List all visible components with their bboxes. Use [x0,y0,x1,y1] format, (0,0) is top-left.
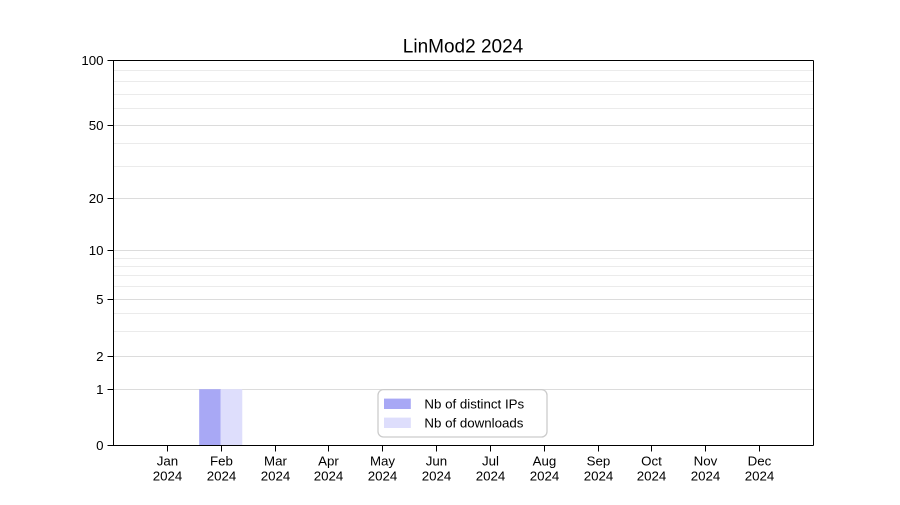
svg-text:Jul: Jul [482,454,499,469]
svg-text:Feb: Feb [210,454,233,469]
svg-text:2024: 2024 [422,469,452,484]
svg-text:50: 50 [89,118,104,133]
svg-text:2024: 2024 [745,469,775,484]
svg-text:2024: 2024 [207,469,237,484]
svg-text:10: 10 [89,243,104,258]
svg-text:2024: 2024 [314,469,344,484]
svg-text:Aug: Aug [533,454,557,469]
svg-text:2024: 2024 [153,469,183,484]
svg-text:2024: 2024 [584,469,614,484]
svg-text:Jan: Jan [157,454,178,469]
svg-text:100: 100 [81,53,103,68]
svg-text:Sep: Sep [587,454,611,469]
svg-text:5: 5 [96,292,103,307]
svg-text:2024: 2024 [637,469,667,484]
svg-text:Nb of downloads: Nb of downloads [424,415,523,430]
svg-text:Nb of distinct IPs: Nb of distinct IPs [424,396,524,411]
svg-text:Mar: Mar [264,454,287,469]
svg-text:2024: 2024 [691,469,721,484]
svg-text:Apr: Apr [318,454,339,469]
svg-text:Dec: Dec [748,454,772,469]
svg-text:2: 2 [96,349,103,364]
svg-text:Nov: Nov [694,454,718,469]
svg-text:2024: 2024 [476,469,506,484]
svg-text:0: 0 [96,438,103,453]
svg-text:May: May [370,454,395,469]
svg-text:LinMod2 2024: LinMod2 2024 [403,37,524,58]
svg-text:Jun: Jun [426,454,447,469]
svg-text:2024: 2024 [530,469,560,484]
svg-text:1: 1 [96,382,103,397]
svg-text:2024: 2024 [261,469,291,484]
svg-text:20: 20 [89,191,104,206]
svg-text:Oct: Oct [641,454,662,469]
svg-text:2024: 2024 [368,469,398,484]
